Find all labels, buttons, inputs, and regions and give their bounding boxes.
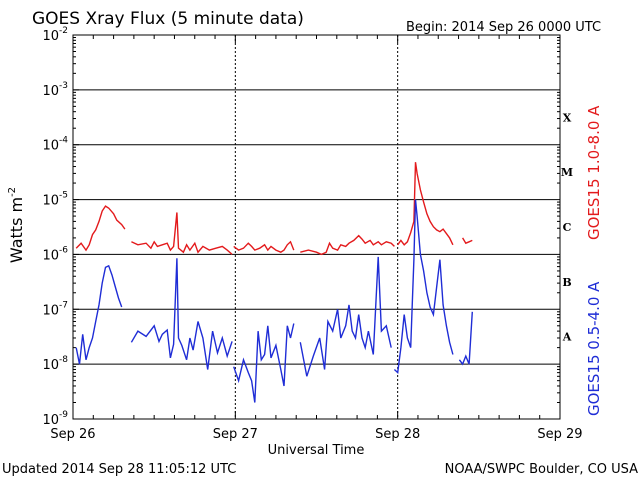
short-channel-line (75, 264, 123, 365)
long-channel-line (131, 212, 233, 255)
credit-label: NOAA/SWPC Boulder, CO USA (445, 462, 638, 477)
chart-title: GOES Xray Flux (5 minute data) (32, 9, 304, 29)
x-tick-label: Sep 29 (537, 427, 582, 442)
x-axis-label: Universal Time (268, 443, 365, 458)
short-channel-line (393, 199, 454, 375)
flare-class-b: B (562, 276, 571, 289)
plot-frame (72, 34, 561, 420)
y-axis-label: Watts m (7, 197, 26, 263)
svg-text:Watts m-2: Watts m-2 (7, 187, 26, 263)
y-tick-label: 10-7 (42, 300, 68, 318)
y-tick-label: 10-5 (42, 191, 68, 209)
long-channel-line (300, 234, 395, 256)
short-channel-line (299, 256, 392, 377)
short-channel-line (458, 311, 473, 366)
short-channel-line (233, 323, 295, 403)
long-channel-line (75, 205, 126, 252)
long-channel-line (233, 240, 295, 253)
y-tick-label: 10-6 (42, 245, 68, 263)
short-channel-label-group: GOES15 0.5-4.0 A (585, 281, 603, 416)
grid-layer (73, 35, 560, 419)
x-tick-label: Sep 26 (50, 427, 95, 442)
long-channel-line (397, 162, 454, 246)
y-tick-label: 10-9 (42, 410, 68, 428)
flare-class-labels: X M C B A (561, 111, 573, 343)
y-tick-label: 10-8 (42, 355, 68, 373)
begin-label: Begin: 2014 Sep 26 0000 UTC (406, 20, 601, 35)
x-tick-label: Sep 28 (375, 427, 420, 442)
y-axis-ticks: 10-2 10-3 10-4 10-5 10-6 10-7 10-8 10-9 (42, 26, 560, 428)
long-channel-label-group: GOES15 1.0-8.0 A (585, 105, 603, 240)
y-axis-label-group: Watts m-2 (7, 187, 26, 263)
y-tick-label: 10-2 (42, 26, 68, 44)
updated-label: Updated 2014 Sep 28 11:05:12 UTC (2, 462, 236, 477)
data-series (75, 162, 473, 403)
long-channel-label: GOES15 1.0-8.0 A (585, 105, 603, 240)
y-tick-label: 10-3 (42, 81, 68, 99)
flare-class-m: M (561, 166, 573, 179)
short-channel-line (130, 258, 233, 370)
flare-class-c: C (563, 221, 572, 234)
x-axis-ticks: Sep 26 Sep 27 Sep 28 Sep 29 (50, 35, 583, 442)
flare-class-x: X (563, 111, 572, 124)
y-tick-label: 10-4 (42, 136, 68, 154)
short-channel-label: GOES15 0.5-4.0 A (585, 281, 603, 416)
long-channel-line (462, 237, 473, 245)
flare-class-a: A (562, 331, 572, 344)
x-tick-label: Sep 27 (213, 427, 258, 442)
y-axis-label-superscript: -2 (7, 187, 18, 197)
